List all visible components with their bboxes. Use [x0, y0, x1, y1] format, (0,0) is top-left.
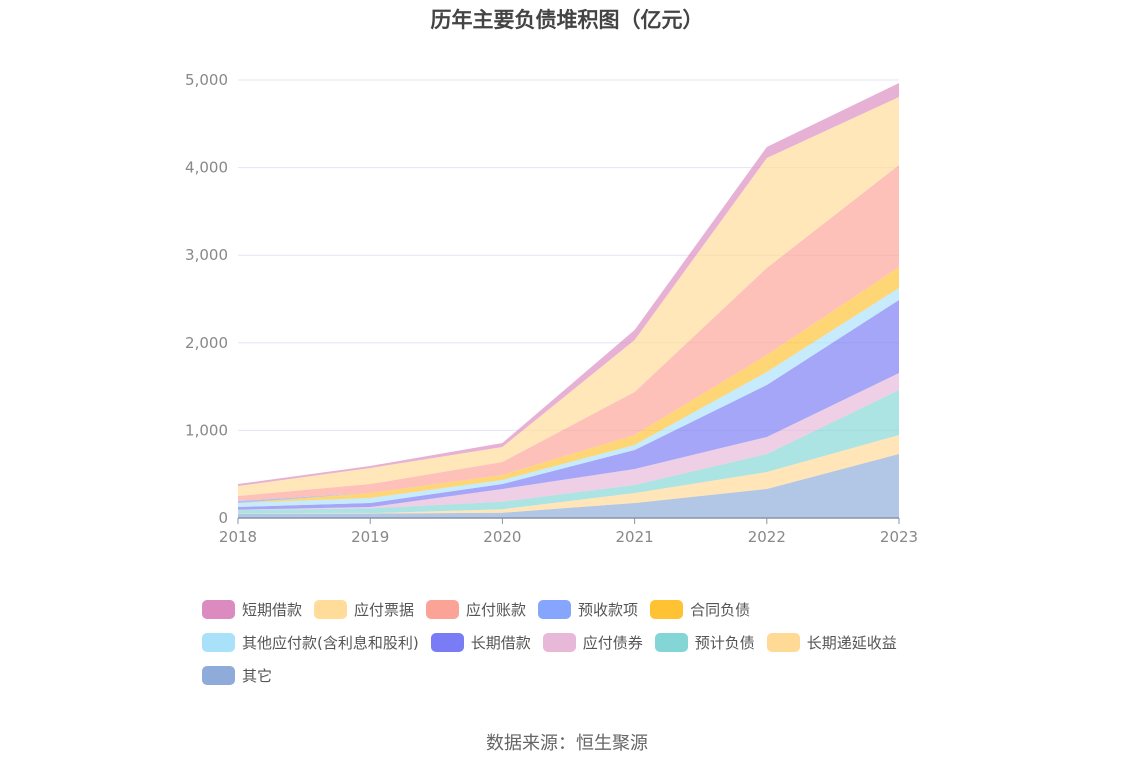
legend-swatch	[202, 599, 235, 619]
legend-swatch	[430, 632, 464, 652]
legend-item[interactable]: 长期借款	[430, 631, 531, 653]
legend-label: 合同负债	[690, 600, 751, 619]
legend-label: 长期递延收益	[806, 633, 897, 652]
legend: 短期借款 应付票据 应付账款 预收款项 合同负债其他应付款(含利息和股利) 长期借款 应付债…	[202, 598, 962, 686]
legend-swatch	[202, 665, 235, 685]
chart-title: 历年主要负债堆积图（亿元）	[430, 8, 704, 32]
legend-label: 短期借款	[242, 600, 303, 619]
x-tick-label: 2022	[748, 528, 786, 546]
legend-swatch	[654, 632, 688, 652]
legend-item[interactable]: 合同负债	[650, 598, 750, 620]
y-tick-label: 1,000	[185, 421, 228, 439]
area-series-5	[238, 287, 899, 508]
x-tick-label: 2020	[483, 528, 521, 546]
y-tick-label: 3,000	[185, 246, 228, 264]
legend-swatch	[314, 599, 348, 619]
area-series-8	[238, 164, 899, 502]
x-tick-label: 2023	[880, 528, 918, 546]
legend-swatch	[542, 632, 576, 652]
legend-label: 其他应付款(含利息和股利)	[242, 633, 419, 652]
legend-item[interactable]: 短期借款	[202, 598, 302, 620]
legend-item[interactable]: 其它	[202, 664, 272, 686]
legend-swatch	[538, 599, 572, 619]
area-series-0	[238, 453, 899, 518]
legend-swatch	[650, 599, 684, 619]
legend-item[interactable]: 应付账款	[426, 598, 526, 620]
legend-swatch	[766, 632, 800, 652]
legend-item[interactable]: 应付票据	[314, 598, 414, 620]
area-series-10	[238, 82, 899, 487]
legend-swatch	[426, 599, 460, 619]
y-tick-label: 0	[218, 509, 228, 527]
legend-label: 长期借款	[470, 633, 531, 652]
legend-label: 应付票据	[354, 600, 415, 619]
area-series-3	[238, 373, 899, 511]
legend-swatch	[202, 632, 235, 652]
legend-item[interactable]: 长期递延收益	[766, 631, 897, 653]
y-tick-label: 2,000	[185, 334, 228, 352]
legend-label: 其它	[242, 666, 273, 685]
legend-item[interactable]: 其他应付款(含利息和股利)	[202, 631, 419, 653]
legend-item[interactable]: 预收款项	[538, 598, 638, 620]
x-tick-label: 2019	[351, 528, 389, 546]
legend-item[interactable]: 应付债券	[542, 631, 643, 653]
area-series-9	[238, 96, 899, 497]
plot-area: 0 1,000 2,000 3,000 4,000 5,000 2018 2019 2020 20…	[185, 71, 918, 546]
area-series-6	[238, 267, 899, 504]
legend-label: 应付账款	[466, 600, 527, 619]
y-tick-label: 4,000	[185, 159, 228, 177]
legend-item[interactable]: 预计负债	[654, 631, 755, 653]
area-series-1	[238, 435, 899, 515]
legend-label: 应付债券	[582, 633, 643, 652]
x-tick-label: 2018	[219, 528, 257, 546]
source-note: 数据来源：恒生聚源	[486, 733, 648, 754]
legend-label: 预计负债	[694, 633, 755, 652]
area-series-4	[238, 299, 899, 510]
x-tick-label: 2021	[616, 528, 654, 546]
y-tick-label: 5,000	[185, 71, 228, 89]
legend-label: 预收款项	[578, 600, 639, 619]
